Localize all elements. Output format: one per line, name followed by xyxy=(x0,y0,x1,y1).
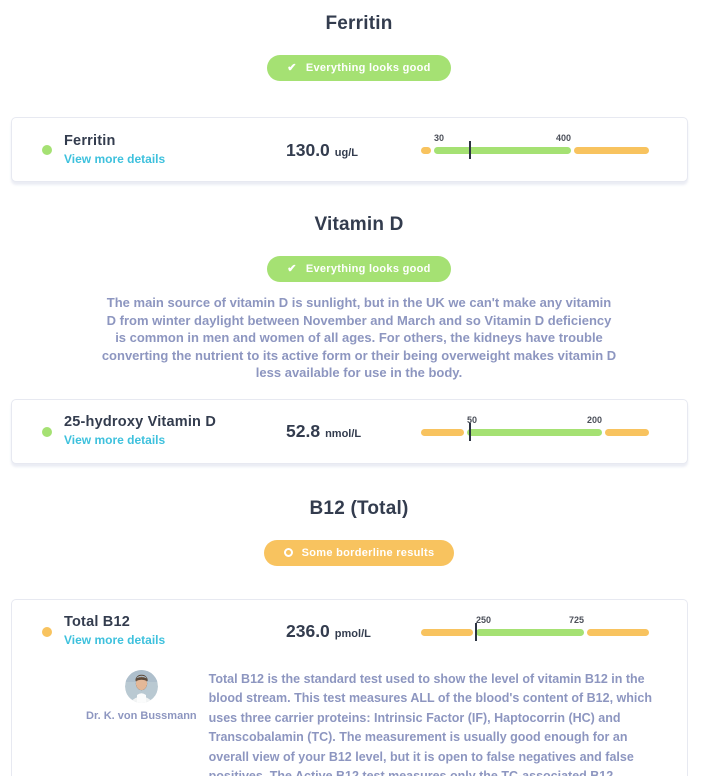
range-track xyxy=(421,628,649,636)
range-bar: 30 400 xyxy=(421,132,649,168)
range-above-segment xyxy=(587,628,649,636)
range-above-segment xyxy=(574,147,649,154)
test-name: Ferritin xyxy=(64,132,116,149)
range-high-label: 400 xyxy=(555,133,571,143)
range-high-label: 200 xyxy=(586,414,602,425)
section-title-vitamin-d: Vitamin D xyxy=(314,214,404,235)
result-row: 25-hydroxy Vitamin D View more details 5… xyxy=(12,400,687,464)
check-icon: ✔ xyxy=(287,262,297,275)
test-name: Total B12 xyxy=(64,614,130,630)
result-value: 130.0 xyxy=(286,139,330,160)
result-value: 52.8 xyxy=(286,421,321,441)
status-badge-label: Everything looks good xyxy=(305,62,431,74)
status-dot-icon xyxy=(42,426,52,437)
range-track xyxy=(421,147,649,154)
range-normal-segment xyxy=(434,147,571,154)
status-badge-label: Some borderline results xyxy=(301,546,435,559)
view-more-details-link[interactable]: View more details xyxy=(64,433,166,447)
range-track xyxy=(421,428,649,436)
status-dot-icon xyxy=(42,145,52,155)
value-marker xyxy=(469,422,471,441)
doctor-avatar xyxy=(124,669,158,703)
range-normal-segment xyxy=(476,628,584,636)
section-title-ferritin: Ferritin xyxy=(325,13,393,34)
doctor-comment: Dr. K. von Bussmann Total B12 is the sta… xyxy=(12,664,687,776)
value-marker xyxy=(469,141,471,159)
result-value: 236.0 xyxy=(286,621,330,641)
status-badge-vitamin-d: ✔ Everything looks good xyxy=(267,256,451,282)
range-below-segment xyxy=(421,147,431,154)
test-name: 25-hydroxy Vitamin D xyxy=(64,414,217,430)
doctor-name: Dr. K. von Bussmann xyxy=(86,709,197,722)
circle-outline-icon xyxy=(283,548,293,557)
doctor-comment-text: Total B12 is the standard test used to s… xyxy=(208,671,652,776)
result-unit: ug/L xyxy=(334,146,359,159)
range-bar: 50 200 xyxy=(421,414,649,450)
status-dot-icon xyxy=(42,626,52,637)
view-more-details-link[interactable]: View more details xyxy=(64,633,166,647)
result-unit: nmol/L xyxy=(325,428,362,440)
range-low-label: 50 xyxy=(467,414,478,425)
range-low-label: 250 xyxy=(476,614,492,625)
result-unit: pmol/L xyxy=(334,628,371,640)
check-icon: ✔ xyxy=(287,61,297,74)
status-badge-b12: Some borderline results xyxy=(263,539,455,566)
result-row: Total B12 View more details 236.0 pmol/L… xyxy=(12,600,687,664)
result-card-b12: Total B12 View more details 236.0 pmol/L… xyxy=(11,598,688,776)
range-low-label: 30 xyxy=(434,133,445,143)
value-marker xyxy=(475,622,477,641)
range-above-segment xyxy=(605,428,649,436)
result-row: Ferritin View more details 130.0 ug/L 30… xyxy=(12,118,687,182)
range-normal-segment xyxy=(467,428,602,436)
status-badge-ferritin: ✔ Everything looks good xyxy=(267,55,451,81)
range-below-segment xyxy=(421,628,473,636)
range-bar: 250 725 xyxy=(421,614,649,650)
result-card-ferritin: Ferritin View more details 130.0 ug/L 30… xyxy=(11,117,688,182)
range-below-segment xyxy=(421,428,464,436)
section-description: The main source of vitamin D is sunlight… xyxy=(101,295,617,380)
status-badge-label: Everything looks good xyxy=(305,263,431,275)
range-high-label: 725 xyxy=(568,614,584,625)
view-more-details-link[interactable]: View more details xyxy=(64,151,166,166)
section-title-b12: B12 (Total) xyxy=(309,497,409,519)
result-card-vitamin-d: 25-hydroxy Vitamin D View more details 5… xyxy=(11,398,688,464)
